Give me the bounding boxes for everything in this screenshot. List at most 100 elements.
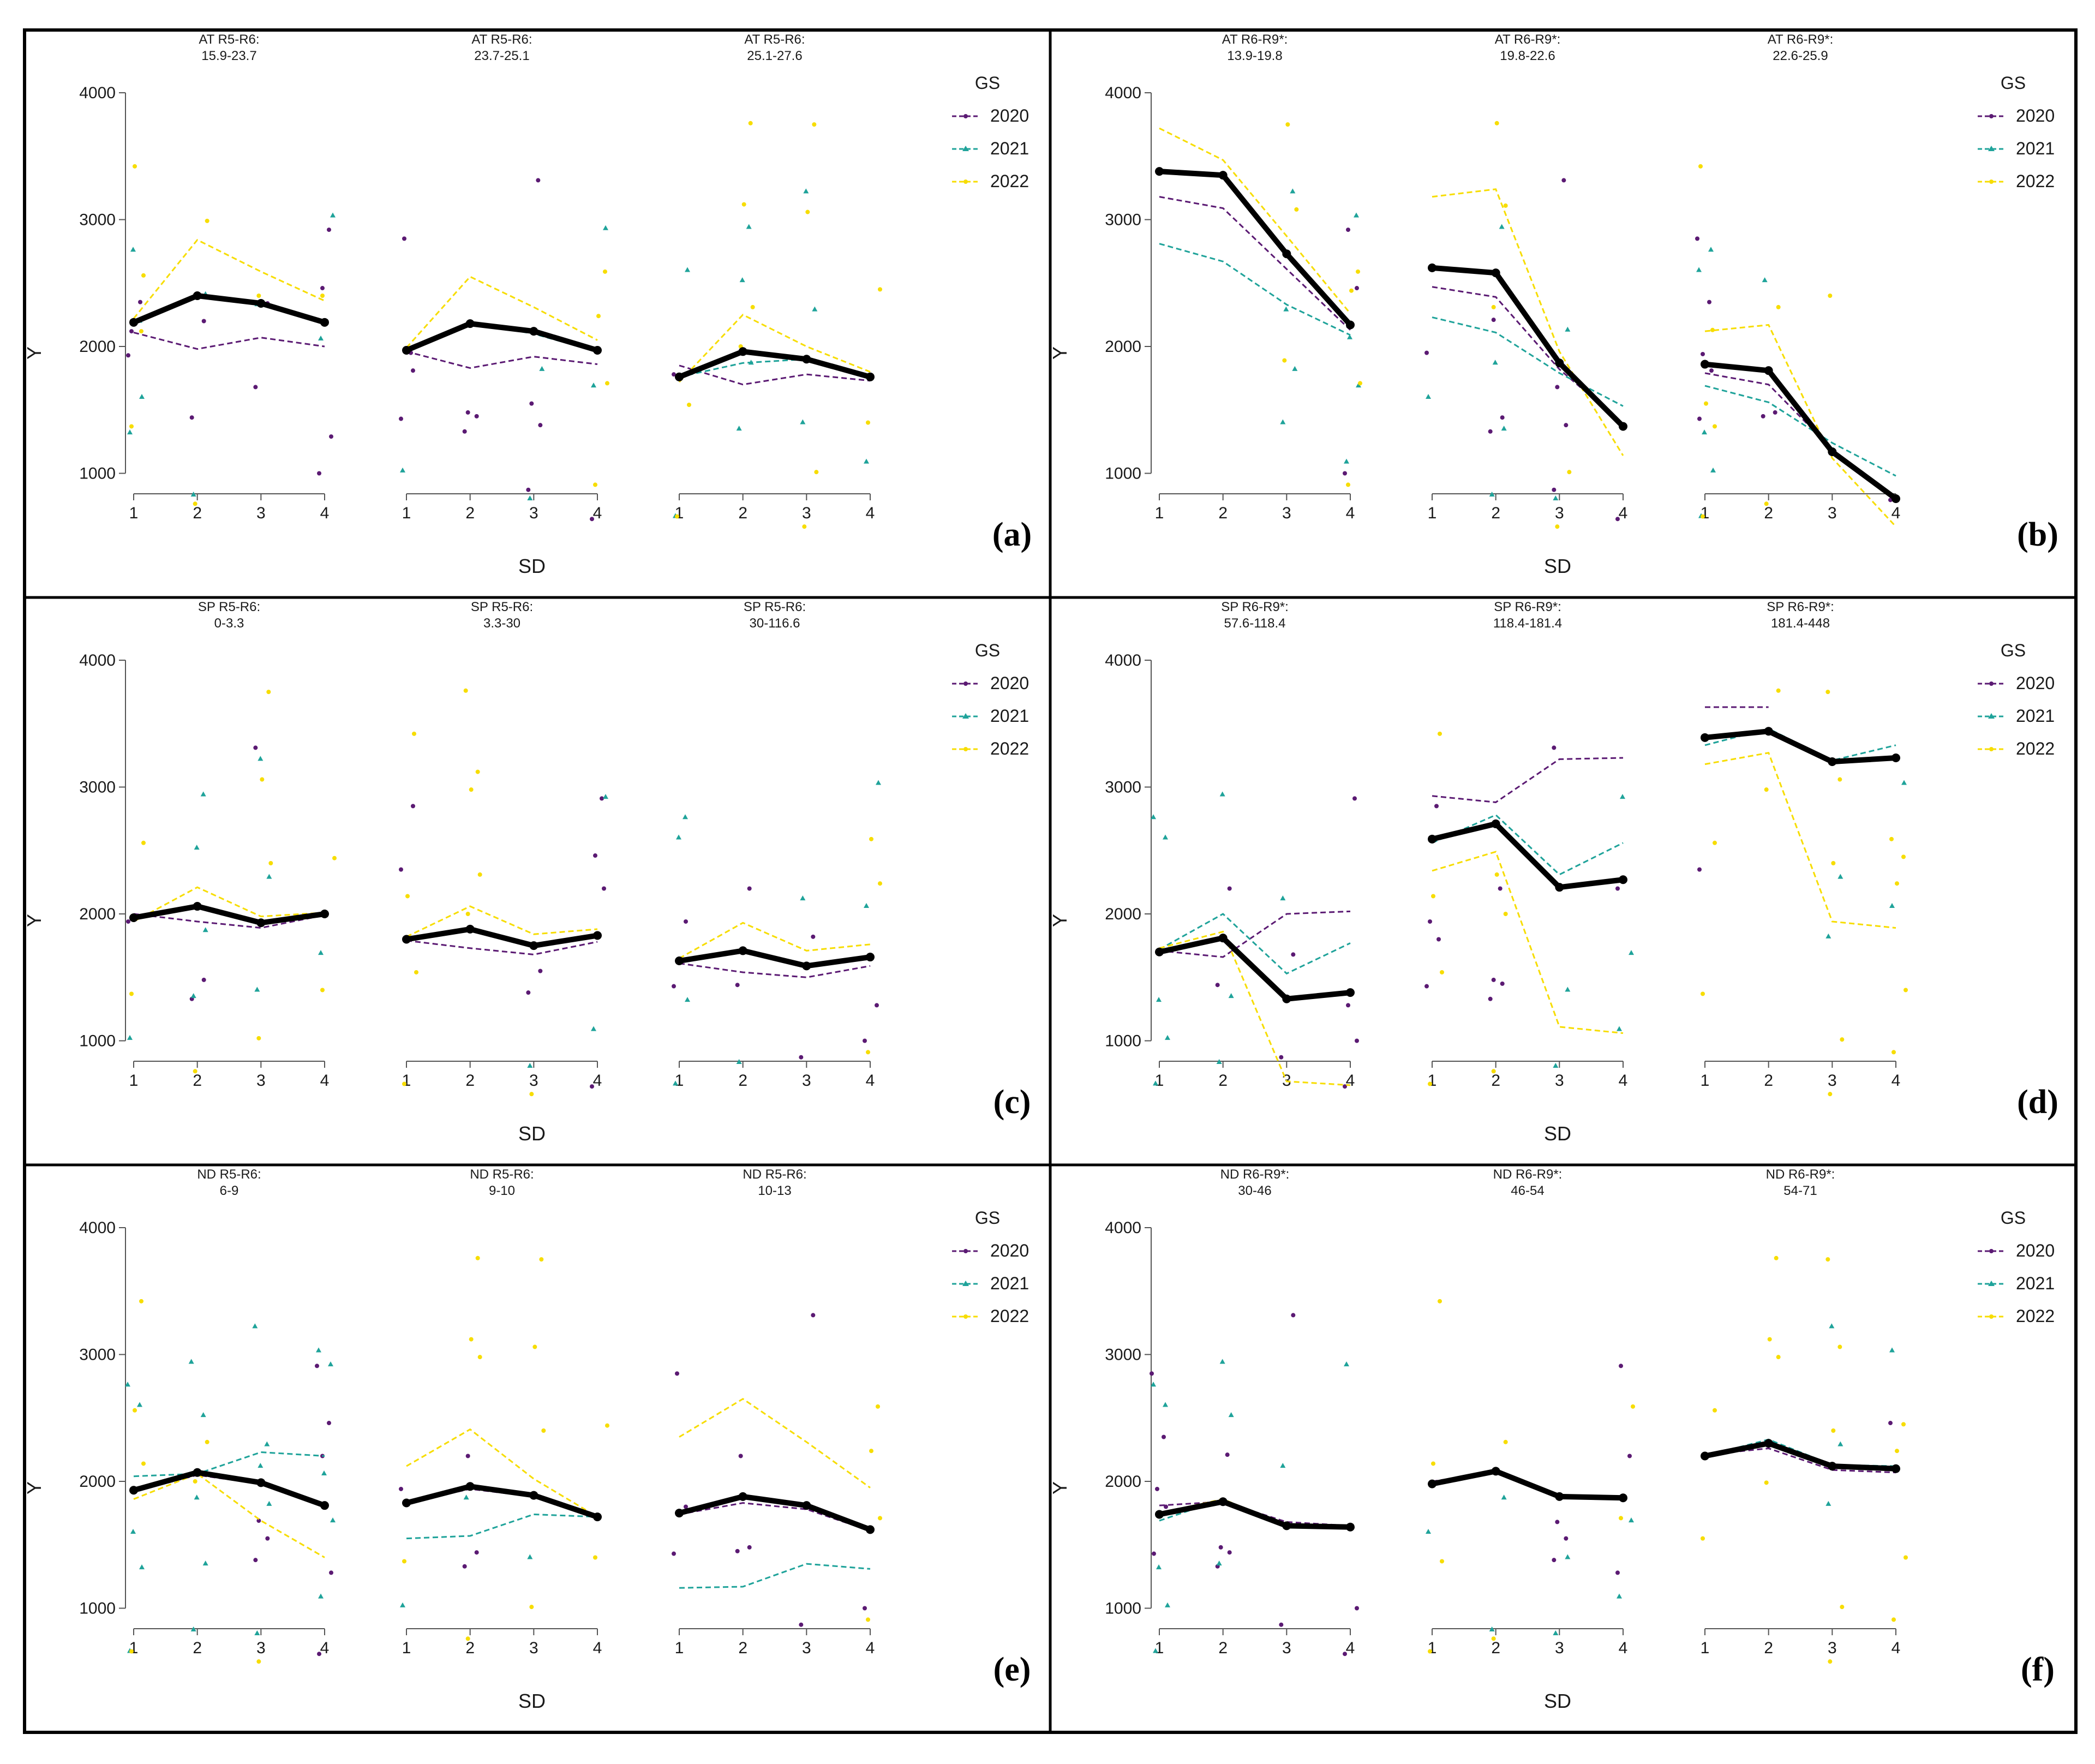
facet-title-line: 22.6-25.9 (1773, 49, 1828, 63)
legend-label-2022: 2022 (990, 171, 1029, 191)
legend-marker-2022 (963, 747, 968, 751)
x-tick-label: 4 (866, 504, 875, 522)
point-2022 (129, 991, 134, 996)
x-tick-label: 1 (1155, 1639, 1164, 1657)
point-2020 (1500, 415, 1505, 420)
legend-marker-2022 (1989, 1314, 1994, 1319)
facet: AT R5-R6: 15.9-23.7 1 2 3 4 (126, 32, 336, 522)
point-2020 (1697, 867, 1702, 872)
point-2022 (1710, 327, 1715, 332)
x-tick-label: 4 (1346, 504, 1355, 522)
mean-line (133, 1469, 326, 1508)
panel-tag: (b) (2017, 516, 2058, 553)
y-tick-label: 1000 (1105, 465, 1141, 483)
panel-tag: (c) (993, 1084, 1031, 1121)
point-2020 (1279, 1055, 1284, 1060)
mean-point (1701, 1451, 1709, 1461)
x-tick-label: 4 (593, 1072, 602, 1090)
x-tick-label: 1 (402, 1072, 411, 1090)
mean-point (1218, 934, 1228, 943)
facet-title-line: SP R5-R6: (744, 600, 806, 614)
legend-title: GS (975, 1208, 1000, 1228)
series-line-2021 (1704, 385, 1896, 477)
point-2021 (1553, 495, 1559, 500)
point-2021 (330, 212, 336, 218)
point-2022 (878, 287, 882, 292)
point-2020 (317, 1652, 321, 1657)
series-line-2022 (406, 905, 598, 938)
point-2022 (1828, 1092, 1833, 1097)
point-2021 (1629, 1517, 1634, 1523)
mean-point (1555, 1492, 1564, 1501)
mean-point (1892, 754, 1900, 763)
facet-title-line: 25.1-27.6 (747, 49, 802, 63)
legend-title: GS (2001, 641, 2026, 660)
point-2022 (477, 1355, 482, 1360)
point-2022 (748, 121, 753, 125)
facet-title-line: AT R6-R9*: (1495, 32, 1560, 47)
point-2020 (863, 1038, 867, 1043)
facet-title-line: AT R5-R6: (471, 32, 532, 47)
point-2022 (1491, 1636, 1496, 1641)
facet-title-line: ND R6-R9*: (1493, 1167, 1563, 1182)
point-2020 (201, 977, 206, 982)
mean-point (593, 345, 602, 355)
facet: SP R6-R9*:57.6-118.41 2 3 4 (1151, 600, 1359, 1090)
point-2021 (1280, 419, 1286, 424)
y-axis-title: Y (1049, 914, 1071, 927)
point-2022 (532, 1344, 537, 1349)
point-2020 (1343, 471, 1347, 476)
point-2022 (539, 1257, 544, 1262)
point-2021 (1553, 1063, 1559, 1068)
x-tick-label: 4 (1346, 1072, 1355, 1090)
point-2022 (1701, 514, 1705, 519)
point-2022 (477, 872, 482, 877)
point-2020 (526, 487, 531, 492)
mean-point (1892, 1464, 1900, 1473)
mean-point (1619, 875, 1627, 884)
mean-point (1218, 171, 1228, 180)
facet-title-line: SP R5-R6: (471, 600, 533, 614)
point-2021 (676, 834, 681, 840)
point-2020 (675, 1371, 679, 1376)
point-2020 (1343, 1084, 1347, 1089)
point-2021 (1710, 467, 1716, 473)
point-2020 (593, 853, 597, 858)
mean-point (320, 1501, 329, 1510)
x-tick-label: 3 (256, 1072, 266, 1090)
mean-point (1346, 1522, 1355, 1532)
legend-label-2022: 2022 (2016, 171, 2055, 191)
series-line-2020 (406, 350, 598, 369)
facet-title-line: SP R6-R9*: (1494, 600, 1561, 614)
point-2020 (1343, 1652, 1347, 1657)
mean-point (1764, 727, 1773, 736)
point-2021 (1290, 188, 1296, 194)
point-2021 (1620, 794, 1625, 799)
x-tick-label: 3 (802, 1639, 811, 1657)
point-2021 (1280, 1463, 1286, 1468)
point-2021 (1702, 429, 1707, 435)
point-2022 (320, 988, 325, 992)
y-tick-label: 1000 (79, 465, 116, 483)
point-2020 (329, 434, 333, 439)
x-tick-label: 2 (1764, 1639, 1773, 1657)
point-2021 (1163, 834, 1168, 840)
point-2021 (258, 756, 264, 761)
point-2022 (1431, 894, 1435, 899)
point-2022 (475, 769, 480, 774)
point-2021 (591, 382, 596, 388)
mean-line (405, 321, 598, 353)
point-2020 (1561, 178, 1566, 183)
point-2020 (1761, 414, 1765, 418)
mean-point (402, 345, 411, 355)
point-2021 (1219, 1359, 1225, 1364)
point-2020 (1150, 1371, 1154, 1376)
point-2020 (126, 919, 130, 924)
point-2022 (402, 1559, 406, 1564)
x-tick-label: 1 (1701, 1072, 1710, 1090)
series-line-2022 (679, 922, 871, 959)
mean-point (193, 902, 202, 911)
legend-marker-2020 (963, 1249, 968, 1253)
x-tick-label: 1 (675, 504, 684, 522)
point-2021 (800, 419, 806, 424)
